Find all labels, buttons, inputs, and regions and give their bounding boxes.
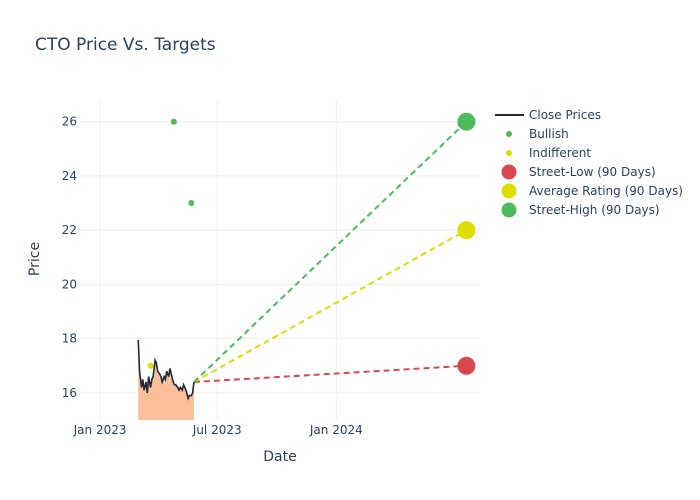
y-tick-label: 16 xyxy=(62,386,77,400)
legend-label: Street-High (90 Days) xyxy=(529,203,660,217)
bullish-rating-point xyxy=(188,200,195,207)
street-high-projection-line xyxy=(193,120,468,383)
x-axis-title: Date xyxy=(263,449,296,465)
street-low-projection-line xyxy=(193,364,467,384)
legend-item: Close Prices xyxy=(495,108,601,122)
y-axis-ticks: 16 18 20 22 24 26 xyxy=(62,115,77,400)
street-low-target-point xyxy=(457,356,476,375)
bullish-rating-point xyxy=(170,118,177,125)
y-tick-label: 22 xyxy=(62,223,77,237)
average-target-point xyxy=(457,221,476,240)
y-tick-label: 26 xyxy=(62,115,77,129)
legend-item: Average Rating (90 Days) xyxy=(501,183,683,199)
legend-item: Indifferent xyxy=(506,146,591,160)
y-axis-title: Price xyxy=(27,242,43,276)
x-tick-label: Jan 2023 xyxy=(73,423,127,437)
x-tick-label: Jan 2024 xyxy=(309,423,363,437)
legend-label: Close Prices xyxy=(529,108,601,122)
legend-item: Street-High (90 Days) xyxy=(501,202,660,218)
plot-area xyxy=(137,112,476,420)
legend-dot-swatch xyxy=(501,164,517,180)
legend-dot-swatch xyxy=(501,183,517,199)
legend: Close Prices Bullish Indifferent Street-Low… xyxy=(495,108,683,218)
chart-title: CTO Price Vs. Targets xyxy=(35,35,216,55)
legend-label: Bullish xyxy=(529,127,569,141)
y-tick-label: 20 xyxy=(62,277,77,291)
close-price-line xyxy=(137,339,195,401)
y-tick-label: 24 xyxy=(62,169,77,183)
street-high-target-point xyxy=(457,112,476,131)
legend-label: Street-Low (90 Days) xyxy=(529,165,656,179)
legend-dot-swatch xyxy=(506,150,512,156)
legend-dot-swatch xyxy=(506,131,512,137)
x-axis-ticks: Jan 2023 Jul 2023 Jan 2024 xyxy=(73,423,363,437)
average-projection-line xyxy=(193,229,467,383)
indifferent-rating-point xyxy=(147,362,154,369)
grid-lines xyxy=(80,100,480,420)
x-tick-label: Jul 2023 xyxy=(192,423,242,437)
legend-dot-swatch xyxy=(501,202,517,218)
legend-item: Street-Low (90 Days) xyxy=(501,164,656,180)
legend-label: Indifferent xyxy=(529,146,591,160)
legend-item: Bullish xyxy=(506,127,569,141)
y-tick-label: 18 xyxy=(62,332,77,346)
legend-label: Average Rating (90 Days) xyxy=(529,184,683,198)
